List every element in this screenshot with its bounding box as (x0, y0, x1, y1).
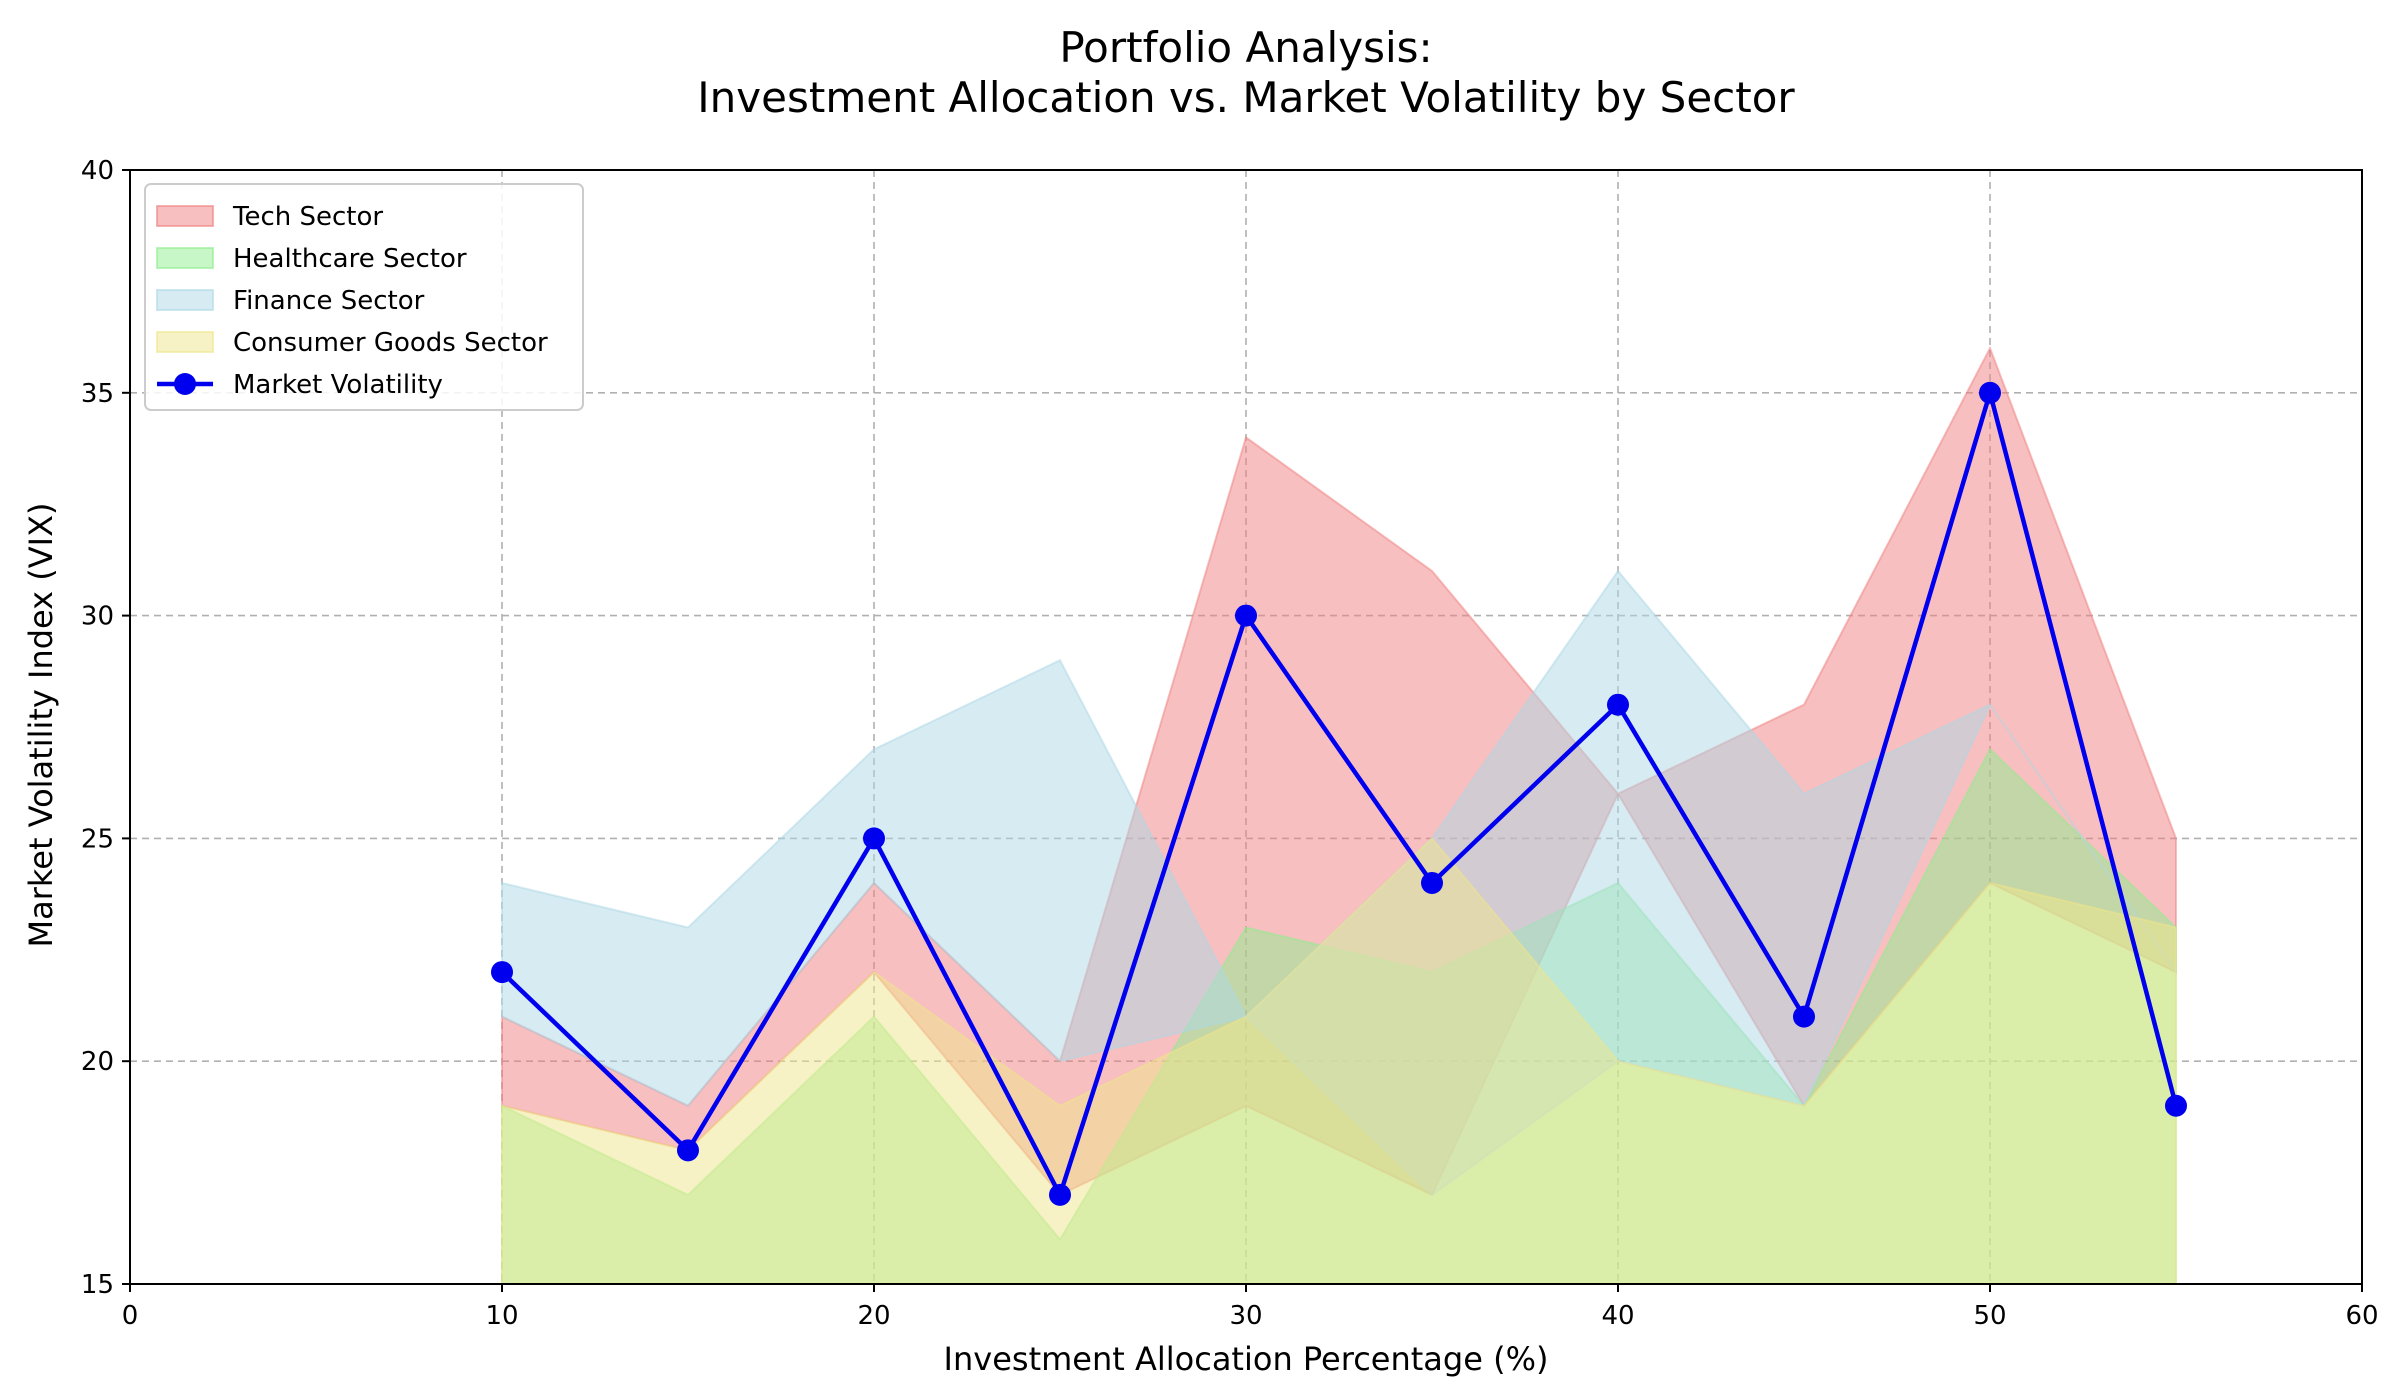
y-tick-label-5: 40 (81, 156, 114, 186)
point-market-volatility-6 (1607, 693, 1629, 716)
legend-marker-swatch (174, 373, 196, 395)
chart-title-line-2: Investment Allocation vs. Market Volatil… (697, 73, 1795, 122)
chart-title-line-1: Portfolio Analysis: (1059, 23, 1432, 72)
legend-swatch-3 (156, 331, 214, 353)
x-tick-label-4: 40 (1601, 1301, 1634, 1331)
y-tick-label-1: 20 (81, 1047, 114, 1077)
x-axis-label: Investment Allocation Percentage (%) (944, 1340, 1549, 1378)
x-tick-label-1: 10 (485, 1301, 518, 1331)
point-market-volatility-0 (491, 961, 513, 984)
y-tick-label-3: 30 (81, 602, 114, 632)
area-finance-sector (501, 569, 2177, 1197)
point-market-volatility-1 (677, 1139, 699, 1162)
line-series (491, 381, 2187, 1206)
x-tick-label-5: 50 (1973, 1301, 2006, 1331)
legend-label-3: Consumer Goods Sector (233, 328, 548, 358)
legend: Tech Sector Healthcare Sector Finance Sect… (144, 183, 584, 411)
y-tick-label-0: 15 (81, 1270, 114, 1300)
legend-box (144, 183, 584, 411)
legend-swatch-0 (156, 205, 214, 227)
y-tick-label-2: 25 (81, 824, 114, 854)
point-market-volatility-8 (1979, 381, 2001, 404)
legend-swatch-1 (156, 247, 214, 269)
y-axis-label: Market Volatility Index (VIX) (22, 502, 60, 947)
line-market-volatility (500, 390, 2179, 1198)
point-market-volatility-7 (1793, 1005, 1815, 1028)
legend-label-0: Tech Sector (232, 202, 383, 232)
legend-label-line: Market Volatility (233, 370, 443, 400)
legend-label-2: Finance Sector (233, 286, 425, 316)
point-market-volatility-3 (1049, 1183, 1071, 1206)
x-tick-label-6: 60 (2345, 1301, 2378, 1331)
point-market-volatility-5 (1421, 871, 1443, 894)
point-market-volatility-4 (1235, 604, 1257, 627)
y-tick-label-4: 35 (81, 379, 114, 409)
point-market-volatility-2 (863, 827, 885, 850)
point-market-volatility-9 (2165, 1094, 2187, 1117)
legend-label-1: Healthcare Sector (233, 244, 467, 274)
axis-ticks: 0 10 20 30 40 50 60 15 20 25 30 35 40 (81, 156, 2379, 1331)
x-tick-label-3: 30 (1229, 1301, 1262, 1331)
x-tick-label-0: 0 (122, 1301, 139, 1331)
legend-swatch-2 (156, 289, 214, 311)
x-tick-label-2: 20 (857, 1301, 890, 1331)
